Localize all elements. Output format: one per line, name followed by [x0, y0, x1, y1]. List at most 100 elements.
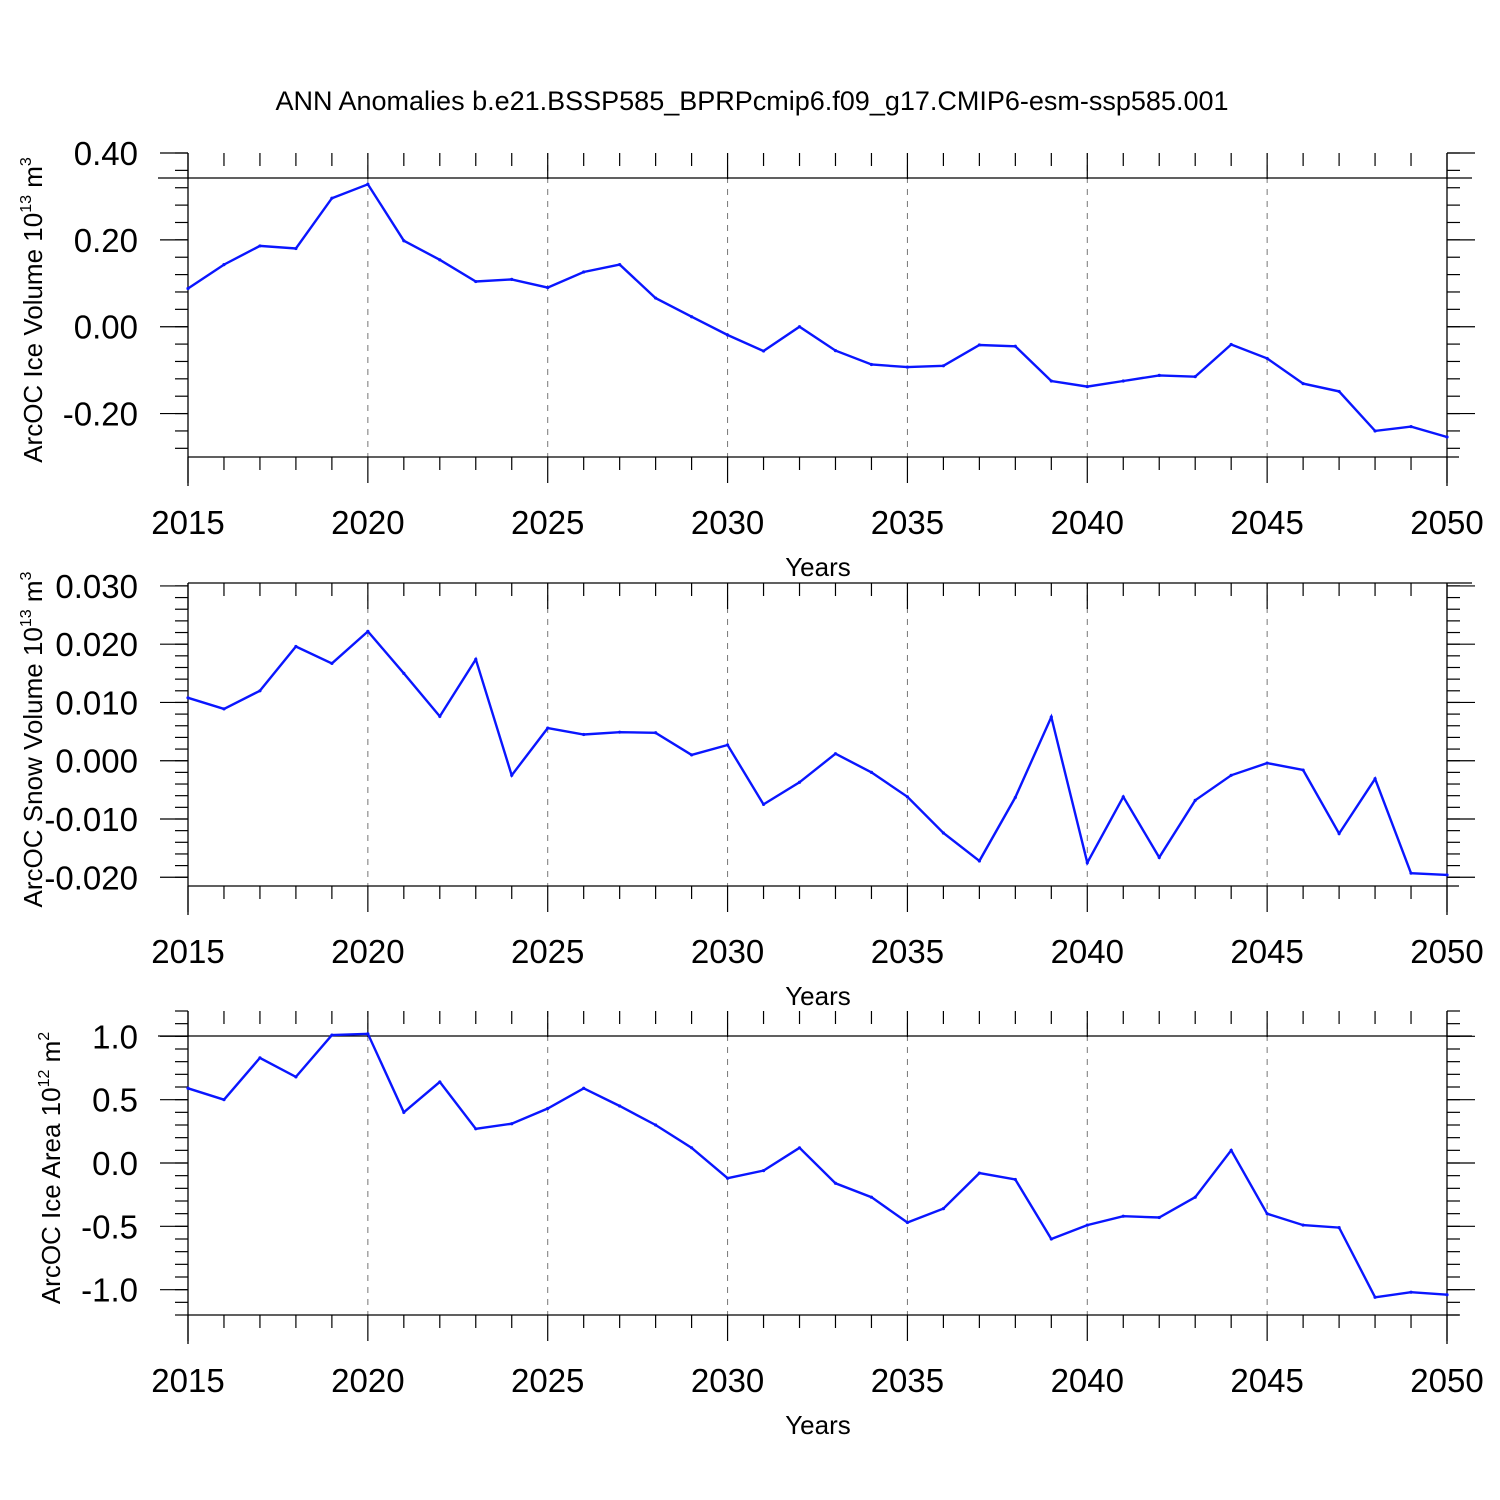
data-point	[1301, 1223, 1305, 1227]
y-tick-label: 0.20	[74, 222, 138, 259]
data-point	[510, 277, 514, 281]
data-point	[690, 753, 694, 757]
data-point	[1085, 1223, 1089, 1227]
data-point	[546, 286, 550, 290]
data-point	[1337, 1226, 1341, 1230]
data-point	[366, 182, 370, 186]
x-tick-label: 2050	[1410, 1362, 1483, 1399]
x-tick-label: 2020	[331, 504, 404, 541]
x-tick-label: 2030	[691, 933, 764, 970]
x-tick-label: 2020	[331, 933, 404, 970]
y-axis-title: ArcOC Ice Volume 1013 m3	[18, 157, 48, 463]
data-point	[294, 1075, 298, 1079]
data-point	[510, 773, 514, 777]
x-tick-label: 2045	[1230, 1362, 1303, 1399]
data-point	[654, 1123, 658, 1127]
data-point	[797, 780, 802, 784]
data-point	[725, 743, 730, 747]
data-point	[1373, 429, 1377, 433]
data-point	[438, 258, 442, 262]
data-point	[618, 1104, 622, 1108]
data-point	[1337, 831, 1341, 836]
x-tick-label: 2040	[1051, 504, 1124, 541]
x-axis-title: Years	[785, 981, 851, 1011]
data-point	[654, 731, 658, 735]
data-point	[1229, 1148, 1233, 1152]
data-point	[582, 270, 586, 274]
data-point	[1121, 795, 1125, 799]
x-tick-label: 2030	[691, 504, 764, 541]
data-point	[186, 286, 190, 291]
panel-3: 2015 2020 2025 2030 2035 2040 2045 2050 Years 1.0…	[36, 1010, 1484, 1440]
data-point	[402, 239, 406, 243]
x-tick-label: 2015	[151, 1362, 224, 1399]
data-point	[582, 732, 586, 737]
x-tick-label: 2040	[1051, 1362, 1124, 1399]
data-point	[366, 629, 370, 633]
data-point	[797, 1146, 802, 1150]
x-tick-label: 2035	[871, 1362, 944, 1399]
x-tick-label: 2035	[871, 933, 944, 970]
data-point	[725, 1176, 730, 1180]
data-point	[330, 661, 334, 666]
x-axis-title: Years	[785, 552, 851, 582]
data-point	[977, 343, 981, 347]
data-point	[618, 263, 622, 267]
data-point	[1229, 773, 1233, 777]
data-point	[258, 689, 262, 693]
data-point	[1013, 1177, 1017, 1182]
data-point	[546, 1106, 550, 1111]
data-point	[977, 1171, 981, 1175]
data-point	[330, 196, 334, 200]
y-tick-label: 0.020	[55, 626, 138, 663]
x-axis-title: Years	[785, 1410, 851, 1440]
y-axis-title: ArcOC Ice Area 1012 m2	[36, 1032, 66, 1304]
data-point	[438, 1080, 442, 1084]
data-point	[690, 1146, 694, 1150]
data-point	[1265, 1212, 1269, 1216]
data-point	[1049, 1237, 1053, 1241]
data-point	[869, 770, 874, 774]
data-point	[1409, 871, 1413, 875]
series-line	[187, 182, 1448, 439]
data-point	[510, 1122, 514, 1126]
y-tick-label: -0.5	[81, 1208, 138, 1245]
data-point	[1301, 768, 1305, 772]
x-tick-label: 2015	[151, 504, 224, 541]
data-point	[1445, 873, 1449, 877]
data-point	[1409, 1290, 1413, 1294]
data-point	[1409, 425, 1413, 429]
data-point	[941, 364, 946, 368]
data-point	[869, 362, 874, 367]
data-point	[1265, 761, 1269, 765]
data-point	[833, 752, 838, 756]
data-point	[833, 349, 838, 353]
data-point	[474, 657, 478, 661]
data-point	[1121, 379, 1125, 383]
data-point	[905, 365, 910, 369]
data-point	[1013, 344, 1017, 348]
data-point	[905, 1220, 910, 1225]
data-point	[725, 333, 730, 337]
data-point	[690, 315, 694, 319]
data-point	[905, 795, 910, 799]
y-tick-label: -0.20	[63, 396, 138, 433]
data-point	[1193, 375, 1197, 379]
data-point	[294, 246, 298, 251]
series-line	[187, 1032, 1448, 1299]
panel-1: 2015 2020 2025 2030 2035 2040 2045 2050 Years 0.4…	[18, 135, 1484, 582]
data-point	[222, 263, 226, 267]
data-point	[366, 1032, 370, 1036]
data-point	[222, 707, 226, 711]
y-tick-label: 0.010	[55, 684, 138, 721]
y-tick-label: -0.010	[44, 801, 138, 838]
x-tick-label: 2025	[511, 933, 584, 970]
x-tick-label: 2050	[1410, 504, 1483, 541]
data-point	[1085, 385, 1089, 389]
x-tick-label: 2030	[691, 1362, 764, 1399]
x-tick-label: 2040	[1051, 933, 1124, 970]
data-point	[1121, 1214, 1125, 1218]
x-tick-label: 2045	[1230, 504, 1303, 541]
data-point	[186, 1086, 190, 1090]
